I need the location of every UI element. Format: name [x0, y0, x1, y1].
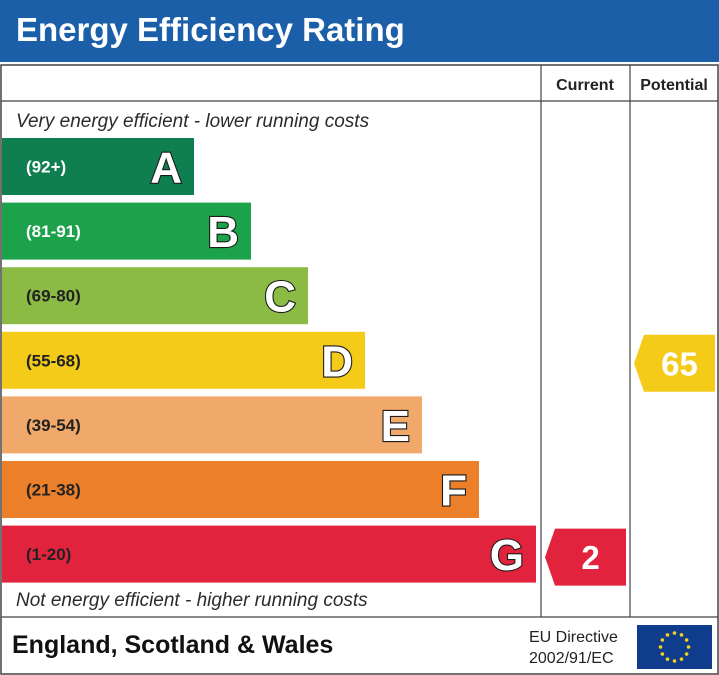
eu-star	[679, 633, 684, 637]
band-c: (69-80) C	[2, 267, 308, 325]
band-letter-b: B	[207, 208, 239, 257]
band-range-d: (55-68)	[26, 351, 81, 370]
band-range-b: (81-91)	[26, 222, 81, 241]
band-bar-a	[2, 138, 194, 195]
eu-star	[660, 652, 665, 656]
band-range-f: (21-38)	[26, 481, 81, 500]
eu-star	[660, 638, 665, 642]
band-e: (39-54) E	[2, 396, 422, 454]
band-letter-e: E	[381, 402, 410, 451]
current-column-header: Current	[556, 77, 614, 94]
eu-directive-label: EU Directive	[529, 629, 618, 646]
potential-rating-arrow	[634, 334, 715, 392]
band-letter-d: D	[321, 337, 353, 386]
region-label: England, Scotland & Wales	[12, 631, 333, 659]
eu-star	[672, 631, 677, 635]
rating-bands: (92+) A (81-91) B (69-80) C (55-68) D (39-54) E (2…	[2, 138, 536, 583]
eu-flag-icon	[637, 625, 712, 669]
band-range-g: (1-20)	[26, 545, 71, 564]
header-bar: Energy Efficiency Rating	[0, 0, 719, 62]
band-g: (1-20) G	[2, 525, 536, 583]
band-f: (21-38) F	[2, 461, 479, 518]
band-b: (81-91) B	[2, 202, 251, 260]
eu-star	[665, 657, 670, 661]
eu-star	[679, 657, 684, 661]
page-title: Energy Efficiency Rating	[16, 11, 405, 48]
chart-frame	[0, 64, 719, 675]
band-bar-f	[2, 461, 479, 518]
eu-star	[672, 659, 677, 663]
band-letter-a: A	[150, 144, 182, 193]
band-bar-g	[2, 525, 536, 583]
band-a: (92+) A	[2, 138, 194, 195]
eu-star	[684, 638, 689, 642]
inefficient-note: Not energy efficient - higher running co…	[16, 590, 368, 611]
current-rating-arrow	[545, 528, 626, 586]
band-range-e: (39-54)	[26, 416, 81, 435]
potential-column-header: Potential	[640, 77, 708, 94]
band-bar-c	[2, 267, 308, 325]
band-range-c: (69-80)	[26, 287, 81, 306]
eu-star	[665, 633, 670, 637]
band-bar-e	[2, 396, 422, 454]
band-letter-c: C	[264, 273, 296, 322]
score-indicators: 2 65	[545, 334, 715, 586]
efficient-note: Very energy efficient - lower running co…	[16, 111, 370, 132]
band-bar-b	[2, 202, 251, 260]
eu-star	[658, 645, 663, 649]
potential-rating-value: 65	[661, 345, 698, 382]
eu-star	[684, 652, 689, 656]
band-range-a: (92+)	[26, 158, 66, 177]
band-letter-f: F	[440, 467, 467, 516]
band-d: (55-68) D	[2, 331, 365, 389]
eu-directive-number: 2002/91/EC	[529, 650, 614, 667]
current-rating-value: 2	[581, 539, 599, 576]
eu-star	[686, 645, 691, 649]
band-letter-g: G	[490, 531, 524, 580]
band-bar-d	[2, 331, 365, 389]
